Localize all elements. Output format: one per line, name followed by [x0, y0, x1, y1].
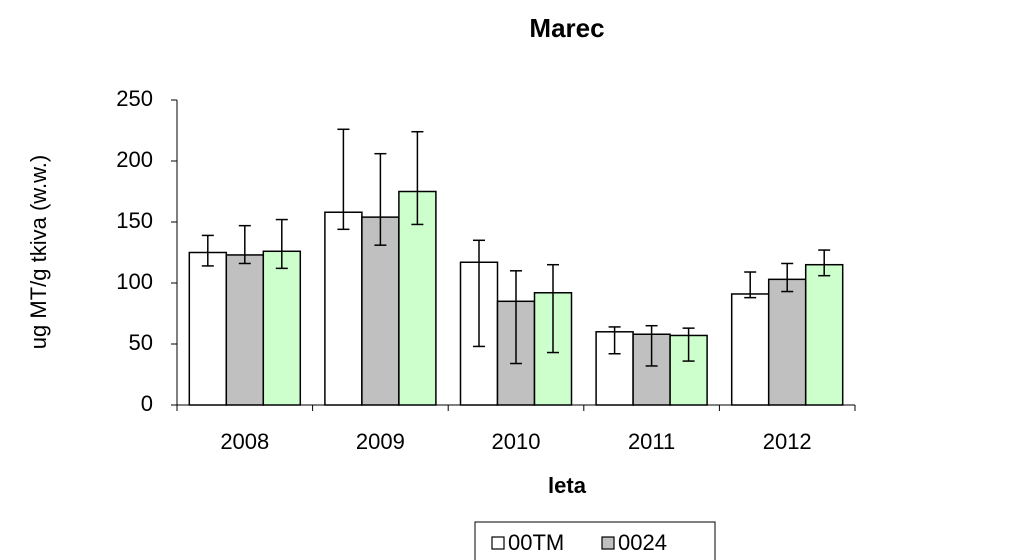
y-axis-title: ug MT/g tkiva (w.w.) — [26, 155, 51, 349]
legend-label: 00TM — [508, 530, 564, 555]
bar — [324, 211, 363, 406]
y-tick-label: 250 — [116, 86, 153, 111]
bar — [262, 250, 302, 406]
bar — [767, 278, 807, 406]
legend-swatch — [601, 536, 615, 550]
x-tick-label: 2012 — [763, 429, 812, 454]
bar — [188, 251, 228, 406]
x-tick-label: 2010 — [492, 429, 541, 454]
y-tick-label: 0 — [141, 391, 153, 416]
bar — [398, 190, 437, 406]
bar — [730, 293, 770, 406]
y-tick-label: 150 — [116, 208, 153, 233]
x-tick-label: 2009 — [356, 429, 405, 454]
x-axis-title: leta — [548, 473, 587, 498]
bar — [225, 254, 265, 406]
chart-title: Marec — [529, 13, 604, 43]
y-tick-label: 50 — [129, 330, 153, 355]
legend-box — [474, 521, 716, 560]
x-tick-label: 2008 — [220, 429, 269, 454]
y-tick-label: 200 — [116, 147, 153, 172]
legend-swatch — [491, 536, 505, 550]
bar — [804, 263, 844, 406]
x-tick-label: 2011 — [628, 429, 675, 454]
legend-label: 0024 — [618, 530, 667, 555]
y-tick-label: 100 — [116, 269, 153, 294]
